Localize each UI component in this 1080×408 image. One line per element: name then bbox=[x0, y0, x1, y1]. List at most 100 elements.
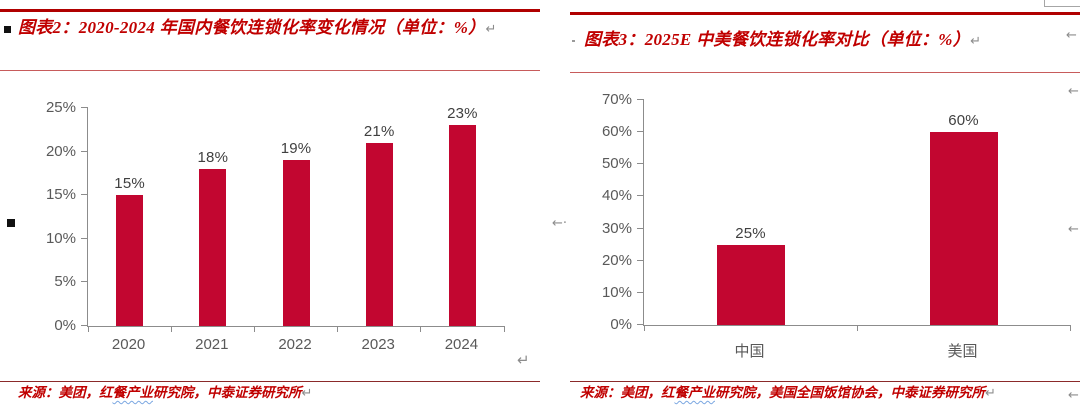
x-tick-label: 2024 bbox=[444, 336, 479, 353]
figure-title: 图表3：2025E 中美餐饮连锁化率对比（单位：%）↵ bbox=[584, 27, 1080, 55]
line-break-mark-icon: ↵ bbox=[485, 22, 497, 37]
y-tick-mark bbox=[637, 131, 644, 133]
y-tick-label: 5% bbox=[54, 273, 76, 291]
x-tick-mark bbox=[87, 326, 89, 332]
y-tick-mark bbox=[81, 237, 88, 239]
x-tick-label: 2020 bbox=[111, 336, 146, 353]
source-note: 来源：美团，红餐产业研究院，中泰证券研究所↵ bbox=[18, 384, 312, 403]
x-tick-mark bbox=[856, 325, 858, 331]
title-underline-rule bbox=[0, 70, 540, 71]
y-tick-label: 20% bbox=[45, 142, 76, 160]
bullet-square-icon bbox=[4, 26, 11, 33]
source-text: 研究院，美国全国饭馆协会，中泰证券研究所 bbox=[715, 385, 985, 400]
y-tick-label: 60% bbox=[601, 123, 632, 141]
x-axis-labels: 中国 美国 bbox=[643, 340, 1069, 361]
bar-value-label: 25% bbox=[735, 224, 766, 242]
y-tick-label: 25% bbox=[45, 99, 76, 116]
bar-chart-domestic-chain-rate: 0% 5% 10% 15% 20% 25% 15% 18% 19% 21% 23% 2020 202… bbox=[0, 99, 505, 353]
line-break-mark-icon: ↵ bbox=[517, 351, 530, 369]
figure-title: 图表2：2020-2024 年国内餐饮连锁化率变化情况（单位：%）↵ bbox=[18, 15, 528, 43]
margin-arrow-icon: ← bbox=[1068, 84, 1079, 99]
y-tick-mark bbox=[81, 325, 88, 326]
x-tick-mark bbox=[643, 325, 645, 331]
bar-value-label: 19% bbox=[280, 140, 312, 158]
bar-value-label: 18% bbox=[197, 149, 229, 167]
bar-group: 25% bbox=[644, 100, 857, 325]
source-text-spellcheck: 餐产业 bbox=[112, 385, 154, 400]
x-axis-labels: 2020 2021 2022 2023 2024 bbox=[87, 336, 503, 353]
figure-panel-left: 图表2：2020-2024 年国内餐饮连锁化率变化情况（单位：%）↵ 0% 5% 1… bbox=[0, 9, 540, 403]
y-tick-mark bbox=[81, 194, 88, 196]
anchor-square-icon bbox=[7, 219, 15, 227]
y-tick-label: 0% bbox=[610, 316, 632, 333]
x-tick-mark bbox=[337, 326, 339, 332]
y-tick-mark bbox=[637, 259, 644, 261]
bar bbox=[199, 169, 227, 326]
figure-title-text: 图表2：2020-2024 年国内餐饮连锁化率变化情况（单位：%） bbox=[18, 18, 486, 37]
x-tick-label: 中国 bbox=[734, 343, 765, 360]
y-tick-mark bbox=[81, 107, 88, 108]
comment-box-edge bbox=[1044, 0, 1080, 7]
plot-area: 25% 60% bbox=[637, 99, 1071, 331]
y-tick-mark bbox=[637, 163, 644, 165]
source-note: 来源：美团，红餐产业研究院，美国全国饭馆协会，中泰证券研究所↵ bbox=[580, 384, 996, 403]
source-text-spellcheck: 餐产业 bbox=[674, 385, 716, 400]
y-tick-label: 20% bbox=[601, 251, 632, 269]
y-tick-label: 40% bbox=[601, 187, 632, 205]
top-rule bbox=[570, 12, 1080, 15]
bar bbox=[282, 160, 310, 326]
margin-arrow-icon: ← bbox=[1068, 388, 1079, 403]
bar-group: 18% bbox=[171, 108, 254, 326]
y-axis-labels: 0% 5% 10% 15% 20% 25% bbox=[0, 99, 76, 334]
x-tick-mark bbox=[503, 326, 505, 332]
y-tick-mark bbox=[637, 324, 644, 325]
bar bbox=[116, 195, 144, 326]
bar bbox=[448, 125, 476, 326]
source-text: 来源：美团，红 bbox=[18, 385, 113, 400]
y-axis-labels: 0% 10% 20% 30% 40% 50% 60% 70% bbox=[570, 91, 632, 333]
bar-value-label: 23% bbox=[447, 105, 478, 123]
line-break-mark-icon: ↵ bbox=[970, 34, 981, 49]
anchor-dot-icon bbox=[572, 40, 575, 42]
y-tick-mark bbox=[637, 195, 644, 197]
x-tick-mark bbox=[253, 326, 255, 332]
y-tick-mark bbox=[81, 150, 88, 152]
source-divider-rule bbox=[0, 381, 540, 382]
margin-arrow-icon: ←· bbox=[552, 216, 568, 231]
bar-value-label: 15% bbox=[114, 175, 145, 193]
line-break-mark-icon: ↵ bbox=[301, 386, 313, 401]
bar-group: 15% bbox=[88, 108, 171, 326]
x-tick-label: 2023 bbox=[361, 336, 395, 353]
y-tick-mark bbox=[637, 99, 644, 100]
top-rule bbox=[0, 9, 540, 12]
x-tick-label: 美国 bbox=[947, 343, 978, 360]
y-tick-label: 50% bbox=[601, 155, 632, 173]
bar bbox=[365, 142, 393, 326]
bar-chart-cn-us-compare: 0% 10% 20% 30% 40% 50% 60% 70% 25% 60% 中国 美国 bbox=[570, 0, 1080, 408]
bar-group: 19% bbox=[254, 108, 337, 326]
bar-value-label: 60% bbox=[948, 112, 979, 130]
title-underline-rule bbox=[570, 72, 1080, 73]
y-tick-mark bbox=[81, 281, 88, 283]
source-text: 研究院，中泰证券研究所 bbox=[153, 385, 302, 400]
x-tick-mark bbox=[170, 326, 172, 332]
y-tick-label: 0% bbox=[54, 317, 76, 334]
bar-group: 60% bbox=[857, 100, 1070, 325]
source-text: 来源：美团，红 bbox=[580, 385, 675, 400]
bar bbox=[929, 132, 998, 325]
y-tick-mark bbox=[637, 291, 644, 293]
plot-area: 15% 18% 19% 21% 23% bbox=[81, 105, 505, 332]
bar-group: 23% bbox=[421, 105, 504, 326]
y-tick-label: 30% bbox=[601, 219, 632, 237]
figure-title-text: 图表3：2025E 中美餐饮连锁化率对比（单位：%） bbox=[584, 30, 971, 49]
y-tick-label: 10% bbox=[601, 283, 632, 301]
y-tick-mark bbox=[637, 227, 644, 229]
bar-group: 21% bbox=[338, 108, 421, 326]
x-tick-mark bbox=[1069, 325, 1071, 331]
y-tick-label: 10% bbox=[45, 229, 76, 247]
x-tick-label: 2022 bbox=[278, 336, 312, 353]
figure-panel-right: 图表3：2025E 中美餐饮连锁化率对比（单位：%）↵ 0% 10% 20% 30% 4… bbox=[570, 0, 1080, 408]
x-tick-label: 2021 bbox=[195, 336, 229, 353]
y-tick-label: 15% bbox=[45, 186, 76, 204]
